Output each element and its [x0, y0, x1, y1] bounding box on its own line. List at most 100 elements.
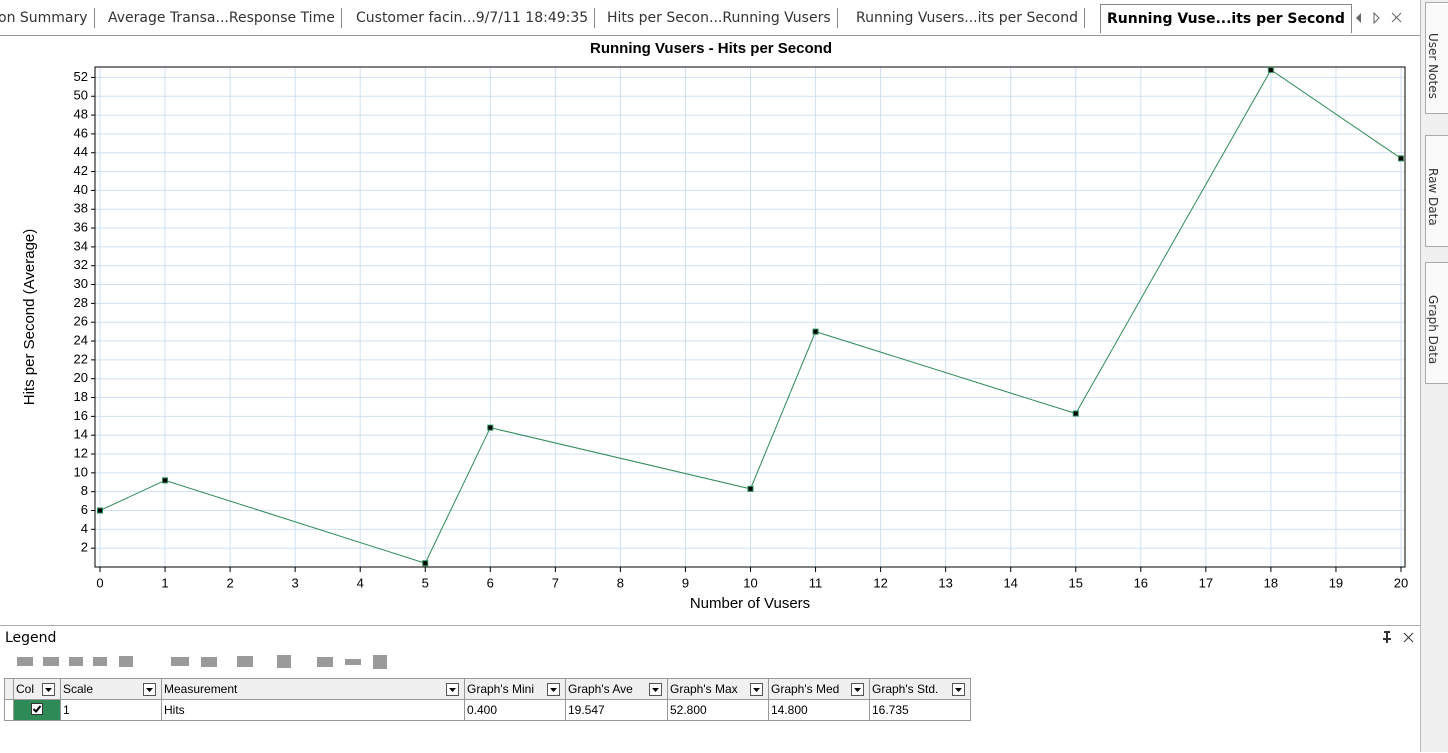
max-cell: 52.800 [667, 699, 769, 721]
y-tick-label: 30 [74, 276, 88, 291]
side-tab[interactable]: Graph Data [1425, 262, 1448, 384]
panel-buttons[interactable] [1380, 631, 1416, 645]
x-tick-label: 7 [552, 575, 559, 590]
legend-title: Legend [5, 630, 57, 646]
data-point [162, 477, 169, 484]
measurement-cell: Hits [161, 699, 465, 721]
tab[interactable]: Running Vusers...its per Second [850, 8, 1085, 28]
side-tab-label: Raw Data [1426, 168, 1440, 226]
column-header[interactable]: Graph's Mini [464, 678, 566, 700]
column-header[interactable]: Graph's Std. [869, 678, 971, 700]
checkbox[interactable] [31, 702, 43, 715]
x-tick-label: 11 [809, 575, 823, 590]
legend-panel: Legend Col Scale Measurement Graph's Mini Gr… [0, 625, 1420, 753]
y-tick-label: 20 [74, 370, 88, 385]
x-tick-label: 20 [1394, 575, 1408, 590]
column-header-text: Col [16, 682, 35, 697]
y-tick-label: 48 [74, 107, 88, 122]
column-header-text: Graph's Mini [467, 682, 534, 697]
dropdown-button[interactable] [649, 682, 662, 696]
y-tick-label: 4 [81, 521, 88, 536]
dropdown-button[interactable] [42, 682, 55, 696]
y-tick-label: 10 [74, 464, 88, 479]
column-header[interactable]: Col [13, 678, 61, 700]
min-cell: 0.400 [464, 699, 566, 721]
column-header[interactable]: Measurement [161, 678, 465, 700]
data-point [1267, 66, 1274, 73]
y-tick-label: 40 [74, 182, 88, 197]
tab[interactable]: on Summary [0, 8, 95, 28]
x-tick-label: 6 [487, 575, 494, 590]
tab[interactable]: Average Transa...Response Time [102, 8, 342, 28]
column-header[interactable]: Scale [60, 678, 162, 700]
row-selector[interactable] [4, 678, 14, 700]
y-tick-label: 44 [74, 144, 88, 159]
dropdown-button[interactable] [952, 682, 965, 696]
avg-cell: 19.547 [565, 699, 668, 721]
x-tick-label: 10 [743, 575, 757, 590]
color-cell[interactable] [13, 699, 61, 721]
dropdown-button[interactable] [446, 682, 459, 696]
column-header-text: Measurement [164, 682, 238, 697]
y-tick-label: 2 [81, 540, 88, 555]
scale-cell: 1 [60, 699, 162, 721]
y-tick-label: 8 [81, 483, 88, 498]
chart-title: Running Vusers - Hits per Second [590, 40, 832, 57]
y-tick-label: 6 [81, 502, 88, 517]
x-tick-label: 18 [1264, 575, 1278, 590]
side-tab[interactable]: Raw Data [1425, 135, 1448, 247]
data-point [1072, 410, 1079, 417]
column-header-text: Graph's Med [771, 682, 840, 697]
y-tick-label: 52 [74, 69, 88, 84]
y-tick-label: 32 [74, 257, 88, 272]
std-cell: 16.735 [869, 699, 971, 721]
x-tick-label: 16 [1134, 575, 1148, 590]
row-selector[interactable] [4, 699, 14, 721]
x-tick-label: 0 [96, 575, 103, 590]
y-tick-label: 46 [74, 125, 88, 140]
x-tick-label: 13 [938, 575, 952, 590]
x-axis-label: Number of Vusers [690, 595, 810, 612]
y-tick-label: 22 [74, 351, 88, 366]
side-panel: User Notes Raw Data Graph Data [1420, 0, 1448, 752]
column-header[interactable]: Graph's Med [768, 678, 870, 700]
tab[interactable]: Hits per Secon...Running Vusers [601, 8, 838, 28]
tab-bar: on Summary Average Transa...Response Time… [0, 0, 1420, 36]
x-tick-label: 19 [1329, 575, 1343, 590]
y-tick-label: 38 [74, 201, 88, 216]
chart: Running Vusers - Hits per Second Number … [21, 40, 1408, 612]
x-tick-label: 12 [873, 575, 887, 590]
median-cell: 14.800 [768, 699, 870, 721]
x-tick-label: 9 [682, 575, 689, 590]
y-tick-label: 16 [74, 408, 88, 423]
dropdown-button[interactable] [750, 682, 763, 696]
column-header-text: Graph's Max [670, 682, 738, 697]
y-tick-label: 18 [74, 389, 88, 404]
column-header[interactable]: Graph's Max [667, 678, 769, 700]
dropdown-button[interactable] [143, 682, 156, 696]
x-tick-label: 4 [357, 575, 364, 590]
data-point [747, 485, 754, 492]
data-point [422, 560, 429, 567]
tab[interactable]: Customer facin...9/7/11 18:49:35 [350, 8, 596, 28]
legend-toolbar[interactable] [15, 653, 395, 671]
data-point [812, 328, 819, 335]
column-header-text: Graph's Std. [872, 682, 939, 697]
tab[interactable]: Running Vuse...its per Second [1100, 4, 1352, 33]
y-tick-label: 36 [74, 219, 88, 234]
y-tick-label: 28 [74, 295, 88, 310]
x-tick-label: 15 [1069, 575, 1083, 590]
side-tab-label: Graph Data [1426, 295, 1440, 365]
y-tick-label: 34 [74, 238, 88, 253]
dropdown-button[interactable] [547, 682, 560, 696]
y-axis-label: Hits per Second (Average) [21, 229, 38, 405]
x-tick-label: 3 [292, 575, 299, 590]
column-header[interactable]: Graph's Ave [565, 678, 668, 700]
y-tick-label: 24 [74, 332, 88, 347]
tab-nav-buttons[interactable] [1356, 10, 1406, 26]
x-tick-label: 8 [617, 575, 624, 590]
side-tab[interactable]: User Notes [1425, 2, 1448, 114]
dropdown-button[interactable] [851, 682, 864, 696]
data-point [1398, 155, 1404, 162]
